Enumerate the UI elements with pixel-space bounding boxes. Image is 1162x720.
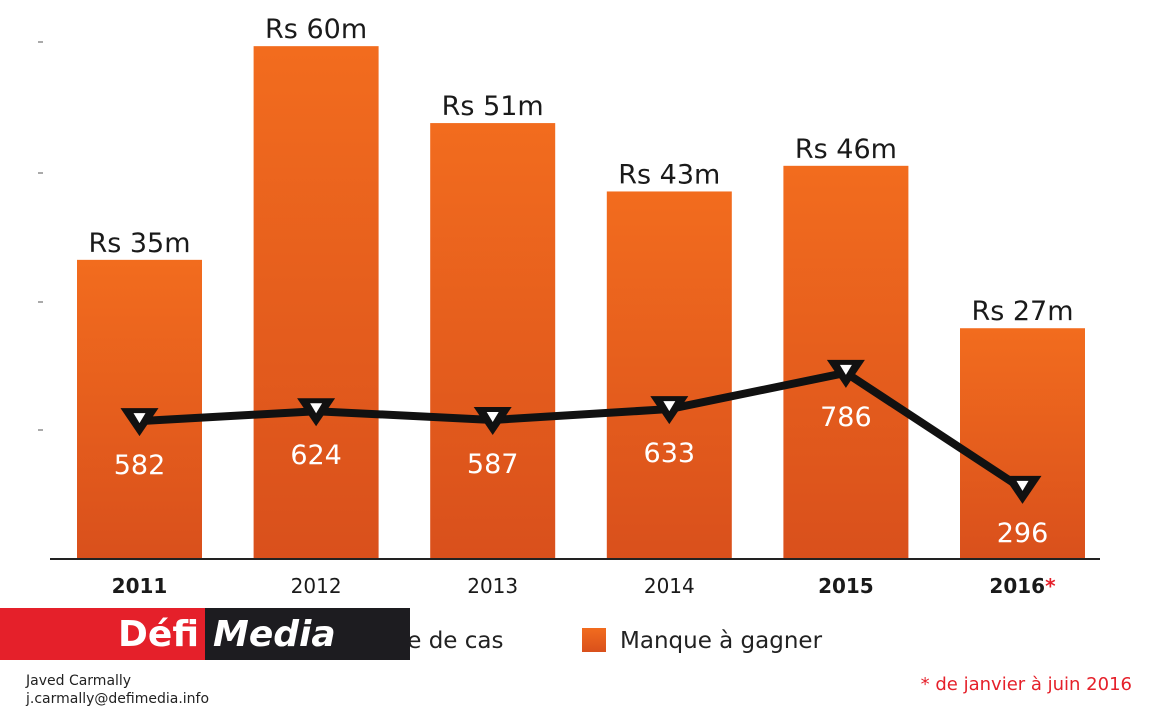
- cases-marker-inner: [839, 364, 852, 375]
- credit-name: Javed Carmally: [26, 673, 132, 689]
- cases-marker-inner: [1016, 480, 1029, 491]
- bar-value-label: Rs 51m: [442, 91, 544, 122]
- bar-value-label: Rs 27m: [971, 296, 1073, 327]
- cases-value-label: 786: [820, 402, 872, 433]
- x-tick-label: 2016*: [989, 574, 1056, 598]
- legend-swatch-bar: [582, 628, 606, 652]
- x-tick-label: 2014: [644, 574, 695, 598]
- credit-email: j.carmally@defimedia.info: [26, 691, 210, 707]
- cases-value-label: 296: [997, 518, 1049, 549]
- bar-value-label: Rs 60m: [265, 14, 367, 45]
- x-tick-label: 2011: [112, 574, 168, 598]
- cases-marker-inner: [663, 401, 676, 412]
- bar-value-label: Rs 43m: [618, 159, 720, 190]
- bar-value-label: Rs 35m: [88, 228, 190, 259]
- cases-value-label: 582: [114, 450, 166, 481]
- x-tick-label: 2012: [291, 574, 342, 598]
- footnote: * de janvier à juin 2016: [920, 674, 1132, 695]
- cases-value-label: 633: [644, 438, 696, 469]
- cases-marker-inner: [486, 411, 499, 422]
- defi-media-logo: Défi Media: [0, 608, 410, 660]
- chart: Rs 35m 2011 Rs 60m 2012 Rs 51m 2013 Rs 43m 2014…: [38, 14, 1100, 598]
- y-axis-ticks: [38, 41, 43, 431]
- x-tick-label: 2015: [818, 574, 874, 598]
- legend-label-bar: Manque à gagner: [620, 628, 823, 654]
- cases-value-label: 624: [290, 440, 342, 471]
- logo-part-media: Media: [205, 608, 410, 660]
- cases-value-label: 587: [467, 449, 519, 480]
- bar-2012: [253, 46, 379, 560]
- logo-part-defi: Défi: [0, 608, 205, 660]
- bar-2013: [430, 123, 556, 559]
- bar-value-label: Rs 46m: [795, 134, 897, 165]
- cases-marker-inner: [133, 413, 146, 424]
- cases-line: [139, 368, 1025, 493]
- bar-2016: [960, 328, 1085, 559]
- cases-marker-inner: [310, 403, 323, 414]
- x-tick-label: 2013: [467, 574, 518, 598]
- bar-2014: [606, 191, 732, 559]
